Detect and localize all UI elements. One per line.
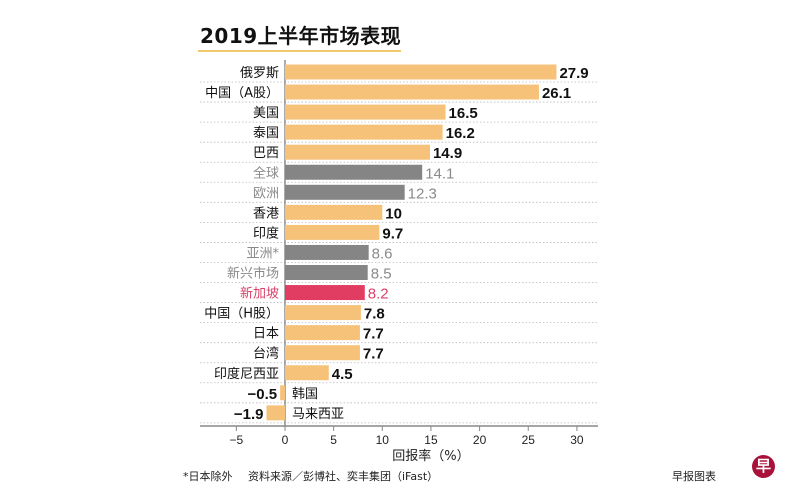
value-label: 9.7 <box>382 225 403 242</box>
category-label: 巴西 <box>253 146 279 161</box>
x-tick-label: 25 <box>522 433 536 447</box>
bar-7 <box>285 204 383 220</box>
value-label: 7.8 <box>364 306 385 323</box>
x-tick-label: 5 <box>330 433 337 447</box>
category-label: 全球 <box>253 165 279 181</box>
zaobao-logo-icon: 早 <box>752 455 775 478</box>
category-label: 台湾 <box>253 346 279 362</box>
bar-11 <box>285 285 365 301</box>
value-label: 26.1 <box>542 85 571 102</box>
bar-14 <box>285 345 360 361</box>
value-label: 4.5 <box>332 366 353 383</box>
category-label: 欧洲 <box>253 186 279 201</box>
value-label: 7.7 <box>363 326 384 343</box>
value-label: 12.3 <box>408 185 437 202</box>
x-axis-label: 回报率（%） <box>392 448 469 464</box>
x-tick-label: 0 <box>282 433 289 447</box>
category-label: 马来西亚 <box>292 407 344 422</box>
value-label: 8.2 <box>368 286 389 303</box>
value-label: 16.5 <box>449 105 478 122</box>
bar-12 <box>285 305 361 321</box>
x-tick-label: 20 <box>473 433 487 447</box>
category-label: 泰国 <box>253 126 279 141</box>
category-label: 亚洲* <box>246 246 279 261</box>
value-label: 27.9 <box>559 65 588 82</box>
credit-label: 早报图表 <box>672 470 716 483</box>
bar-1 <box>285 84 539 100</box>
category-label: 日本 <box>253 327 279 342</box>
category-label: 新兴市场 <box>227 266 279 282</box>
bar-10 <box>285 265 368 280</box>
value-label: 14.1 <box>425 165 454 182</box>
category-label: 香港 <box>253 206 279 221</box>
category-label: 俄罗斯 <box>240 66 279 81</box>
value-label: 14.9 <box>433 145 462 162</box>
category-label: 新加坡 <box>240 286 279 302</box>
bar-3 <box>285 124 443 140</box>
bar-0 <box>285 64 557 80</box>
value-label: 8.6 <box>372 245 393 262</box>
bar-4 <box>285 144 430 160</box>
x-tick-label: −5 <box>230 433 244 447</box>
x-tick-label: 15 <box>424 433 438 447</box>
bar-9 <box>285 244 369 260</box>
bar-16 <box>280 385 285 401</box>
bar-17 <box>266 405 285 421</box>
category-label: 印度尼西亚 <box>214 366 279 382</box>
category-label: 中国（H股） <box>204 307 279 322</box>
value-label: −1.9 <box>234 406 264 423</box>
bar-5 <box>285 164 423 180</box>
category-label: 印度 <box>253 225 279 241</box>
value-label: 16.2 <box>446 125 475 142</box>
footnote-asterisk: *日本除外 <box>183 470 233 483</box>
category-label: 韩国 <box>292 387 318 402</box>
x-tick-label: 10 <box>376 433 390 447</box>
chart-title: 2019上半年市场表现 <box>200 24 402 48</box>
source-note: 资料来源／彭博社、奕丰集团（iFast） <box>248 470 439 483</box>
bar-15 <box>285 365 329 381</box>
value-label: 7.7 <box>363 346 384 363</box>
value-label: 8.5 <box>371 266 392 283</box>
bar-13 <box>285 325 360 341</box>
bar-2 <box>285 104 446 120</box>
bar-8 <box>285 224 380 240</box>
category-label: 中国（A股） <box>205 86 279 101</box>
value-label: 10 <box>385 205 402 222</box>
bar-6 <box>285 184 405 200</box>
title-underline <box>198 50 401 52</box>
category-label: 美国 <box>253 106 279 121</box>
x-tick-label: 30 <box>570 433 584 447</box>
value-label: −0.5 <box>248 386 278 403</box>
